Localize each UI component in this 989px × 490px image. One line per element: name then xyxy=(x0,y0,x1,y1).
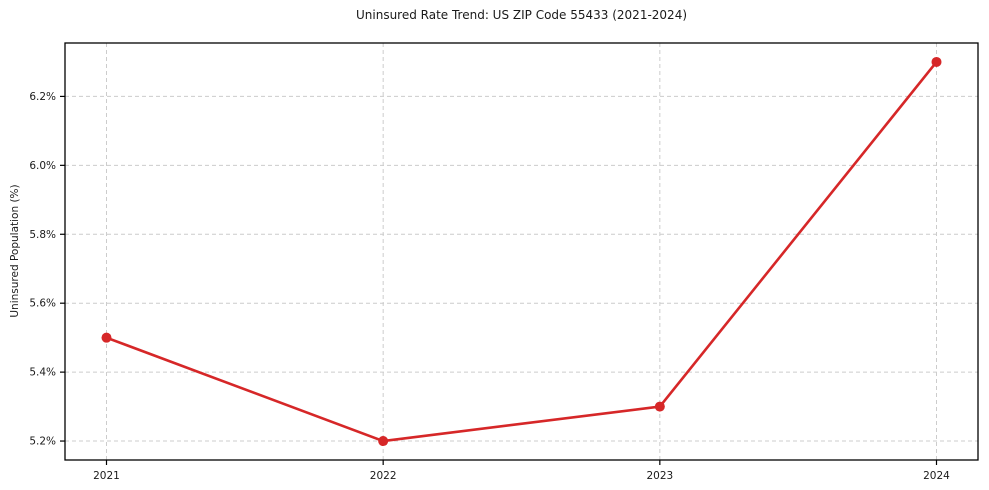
x-tick-label: 2024 xyxy=(923,470,950,482)
x-tick-label: 2022 xyxy=(370,470,397,482)
chart-title: Uninsured Rate Trend: US ZIP Code 55433 … xyxy=(355,8,688,22)
y-tick-label: 5.4% xyxy=(29,367,56,379)
y-tick-label: 5.6% xyxy=(29,298,56,310)
plot-border xyxy=(64,42,979,461)
y-tick-label: 5.8% xyxy=(29,229,56,241)
trend-line xyxy=(105,60,938,443)
data-point-marker xyxy=(931,56,942,67)
x-tick-label: 2023 xyxy=(646,470,673,482)
data-point-marker xyxy=(378,436,389,447)
data-point-marker xyxy=(101,332,112,343)
data-point-marker xyxy=(654,401,665,412)
y-tick-label: 6.2% xyxy=(29,91,56,103)
x-tick-label: 2021 xyxy=(93,470,120,482)
y-tick-label: 6.0% xyxy=(29,160,56,172)
y-tick-label: 5.2% xyxy=(29,436,56,448)
